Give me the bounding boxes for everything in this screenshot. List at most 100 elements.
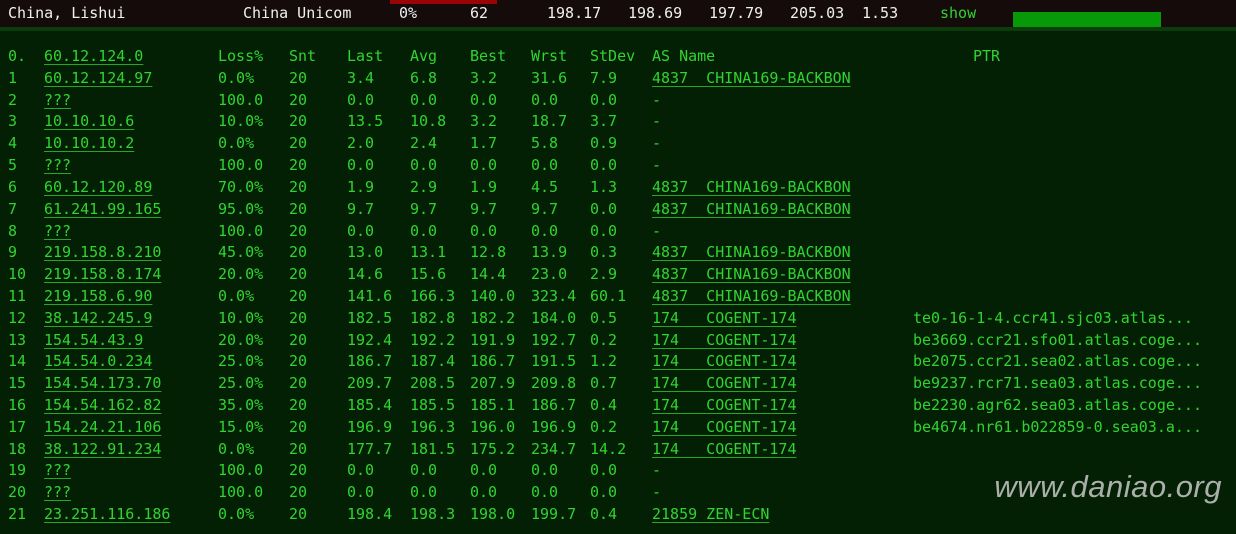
table-row: 10 219.158.8.174 20.0% 20 14.6 15.6 14.4 23.0 2.… <box>0 264 1236 286</box>
cell-snt: 20 <box>289 330 308 349</box>
cell-stdev: 0.0 <box>590 199 618 218</box>
cell-snt: 20 <box>289 134 308 153</box>
source-hop-number: 0. <box>8 47 27 65</box>
summary-stdev: 1.53 <box>862 4 899 22</box>
cell-ip[interactable]: 154.54.162.82 <box>44 396 162 414</box>
cell-best: 182.2 <box>470 308 516 327</box>
cell-ip[interactable]: 154.54.0.234 <box>44 352 153 371</box>
cell-stdev: 0.5 <box>590 308 618 327</box>
cell-best: 1.9 <box>470 177 498 196</box>
cell-hop: 10 <box>8 265 27 284</box>
cell-snt: 20 <box>289 396 308 414</box>
cell-wrst: 199.7 <box>531 505 577 524</box>
cell-asname[interactable]: 4837 CHINA169-BACKBON <box>652 199 851 218</box>
cell-ip[interactable]: 38.142.245.9 <box>44 308 153 327</box>
cell-best: 3.2 <box>470 112 498 131</box>
cell-stdev: 0.2 <box>590 417 618 436</box>
cell-ip[interactable]: 23.251.116.186 <box>44 505 171 524</box>
cell-asname[interactable]: 174 COGENT-174 <box>652 308 797 327</box>
cell-loss: 45.0% <box>218 243 264 262</box>
source-ip-link[interactable]: 60.12.124.0 <box>44 47 144 65</box>
cell-last: 141.6 <box>347 286 393 305</box>
cell-wrst: 234.7 <box>531 439 577 458</box>
cell-asname[interactable]: 4837 CHINA169-BACKBON <box>652 265 851 284</box>
cell-ptr: te0-16-1-4.ccr41.sjc03.atlas... <box>913 308 1193 327</box>
cell-wrst: 0.0 <box>531 156 559 175</box>
cell-asname[interactable]: 4837 CHINA169-BACKBON <box>652 286 851 305</box>
cell-snt: 20 <box>289 68 308 87</box>
cell-ip[interactable]: ??? <box>44 90 72 109</box>
cell-ip[interactable]: 219.158.6.90 <box>44 286 153 305</box>
cell-ip[interactable]: 219.158.8.210 <box>44 243 162 262</box>
cell-loss: 10.0% <box>218 308 264 327</box>
cell-stdev: 2.9 <box>590 265 618 284</box>
cell-loss: 25.0% <box>218 352 264 371</box>
summary-avg: 198.69 <box>628 4 683 22</box>
cell-snt: 20 <box>289 243 308 262</box>
summary-snt: 62 <box>470 4 489 22</box>
cell-ip[interactable]: 60.12.120.89 <box>44 177 153 196</box>
cell-ip[interactable]: 61.241.99.165 <box>44 199 162 218</box>
cell-asname: - <box>652 221 662 240</box>
cell-best: 207.9 <box>470 374 516 393</box>
cell-hop: 6 <box>8 177 18 196</box>
cell-asname[interactable]: 4837 CHINA169-BACKBON <box>652 177 851 196</box>
cell-ip[interactable]: 10.10.10.6 <box>44 112 135 131</box>
cell-avg: 0.0 <box>410 483 438 502</box>
cell-avg: 0.0 <box>410 461 438 480</box>
cell-asname[interactable]: 174 COGENT-174 <box>652 330 797 349</box>
cell-best: 198.0 <box>470 505 516 524</box>
cell-ip[interactable]: 38.122.91.234 <box>44 439 162 458</box>
cell-asname[interactable]: 174 COGENT-174 <box>652 352 797 371</box>
cell-asname[interactable]: 174 COGENT-174 <box>652 439 797 458</box>
cell-avg: 182.8 <box>410 308 456 327</box>
cell-loss: 100.0 <box>218 156 264 175</box>
cell-ip[interactable]: ??? <box>44 221 72 240</box>
cell-ip[interactable]: 219.158.8.174 <box>44 265 162 284</box>
cell-ip[interactable]: 154.54.43.9 <box>44 330 144 349</box>
isp-label: China Unicom <box>243 4 352 22</box>
cell-snt: 20 <box>289 461 308 480</box>
cell-asname[interactable]: 174 COGENT-174 <box>652 417 797 436</box>
cell-hop: 14 <box>8 352 27 371</box>
cell-ip[interactable]: 154.24.21.106 <box>44 417 162 436</box>
table-row: 13 154.54.43.9 20.0% 20 192.4 192.2 191.9 192.7… <box>0 330 1236 352</box>
col-header-loss: Loss% <box>218 47 264 65</box>
cell-avg: 208.5 <box>410 374 456 393</box>
cell-last: 182.5 <box>347 308 393 327</box>
cell-last: 13.0 <box>347 243 384 262</box>
cell-hop: 5 <box>8 156 18 175</box>
cell-avg: 0.0 <box>410 221 438 240</box>
cell-hop: 12 <box>8 308 27 327</box>
cell-last: 0.0 <box>347 90 375 109</box>
cell-ip[interactable]: ??? <box>44 156 72 175</box>
cell-asname[interactable]: 4837 CHINA169-BACKBON <box>652 243 851 262</box>
cell-wrst: 196.9 <box>531 417 577 436</box>
cell-asname[interactable]: 174 COGENT-174 <box>652 396 797 414</box>
table-row: 16 154.54.162.82 35.0% 20 185.4 185.5 185.1 186… <box>0 395 1236 417</box>
cell-ip[interactable]: 60.12.124.97 <box>44 68 153 87</box>
cell-last: 186.7 <box>347 352 393 371</box>
table-row: 18 38.122.91.234 0.0% 20 177.7 181.5 175.2 234.… <box>0 439 1236 461</box>
cell-asname[interactable]: 21859 ZEN-ECN <box>652 505 770 524</box>
cell-asname[interactable]: 174 COGENT-174 <box>652 374 797 393</box>
cell-best: 1.7 <box>470 134 498 153</box>
col-header-asname: AS Name <box>652 47 716 65</box>
cell-hop: 2 <box>8 90 18 109</box>
cell-last: 1.9 <box>347 177 375 196</box>
cell-avg: 198.3 <box>410 505 456 524</box>
cell-asname[interactable]: 4837 CHINA169-BACKBON <box>652 68 851 87</box>
cell-loss: 0.0% <box>218 439 255 458</box>
cell-avg: 196.3 <box>410 417 456 436</box>
cell-ip[interactable]: 154.54.173.70 <box>44 374 162 393</box>
cell-ip[interactable]: 10.10.10.2 <box>44 134 135 153</box>
cell-ip[interactable]: ??? <box>44 461 72 480</box>
col-header-last: Last <box>347 47 384 65</box>
table-row: 9 219.158.8.210 45.0% 20 13.0 13.1 12.8 13.9 0.3… <box>0 242 1236 264</box>
cell-snt: 20 <box>289 483 308 502</box>
cell-stdev: 14.2 <box>590 439 627 458</box>
show-link[interactable]: show <box>940 4 977 22</box>
col-header-wrst: Wrst <box>531 47 568 65</box>
cell-snt: 20 <box>289 199 308 218</box>
cell-ip[interactable]: ??? <box>44 483 72 502</box>
